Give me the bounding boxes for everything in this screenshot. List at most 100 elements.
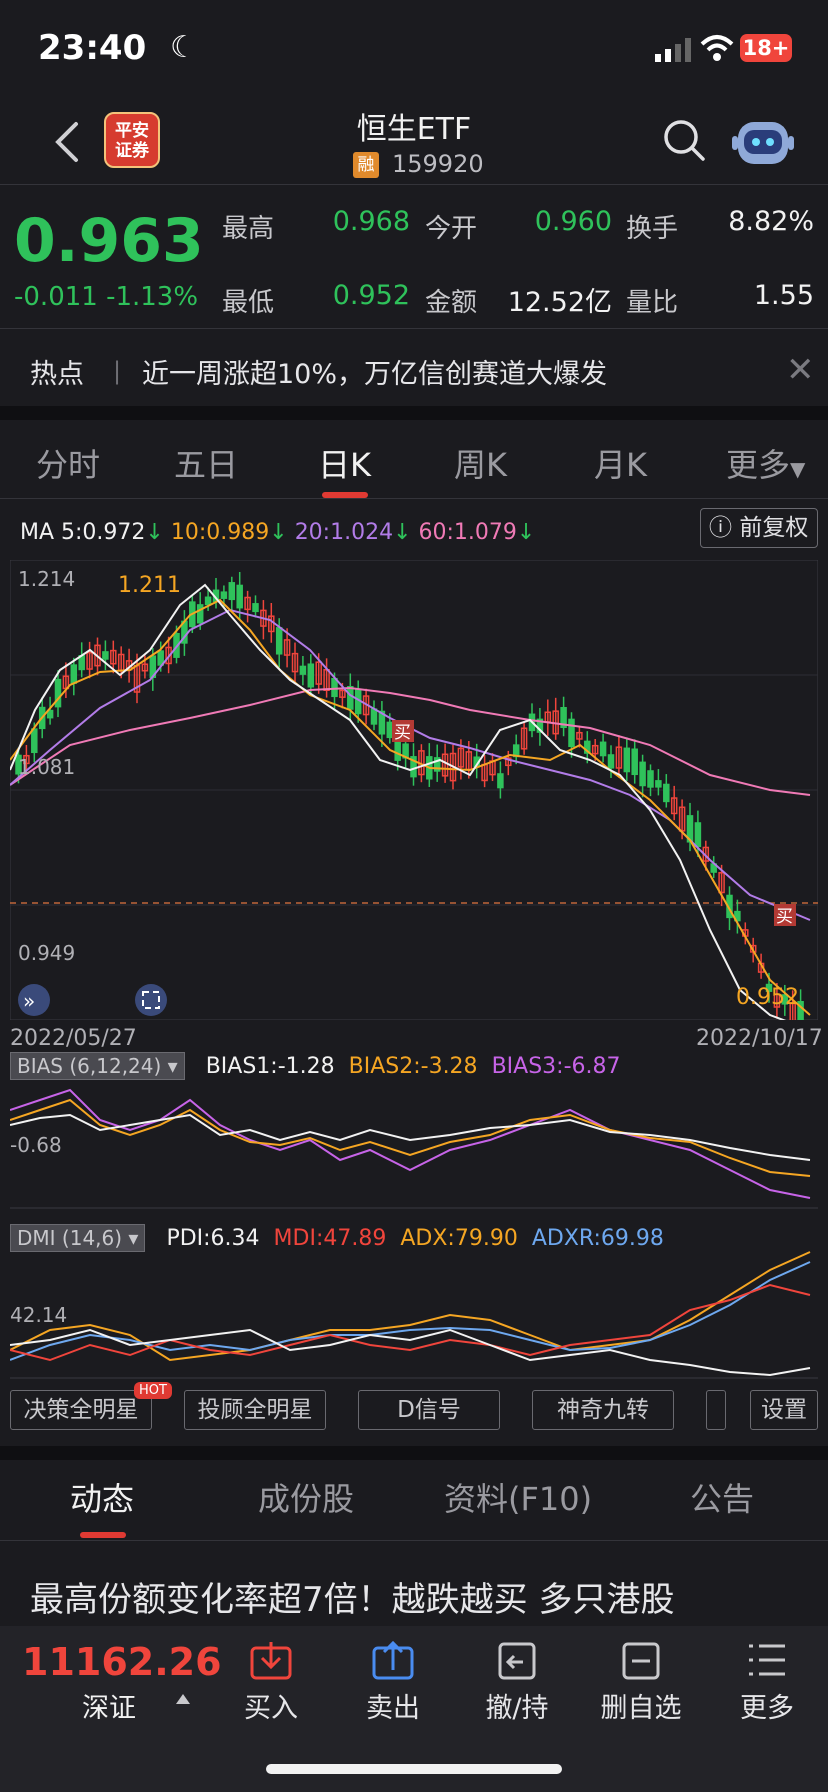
- tool-magic-nine[interactable]: 神奇九转: [532, 1390, 674, 1430]
- candle-body: [647, 770, 654, 788]
- home-indicator[interactable]: [266, 1764, 562, 1774]
- ma20-value: 20:1.024: [294, 520, 394, 545]
- candle-body: [607, 754, 615, 769]
- candle-body: [331, 677, 338, 698]
- section-gap: [0, 406, 828, 420]
- tab-active-indicator: [322, 492, 368, 498]
- remove-watchlist-label: 删自选: [600, 1693, 682, 1724]
- tab-monthly-k[interactable]: 月K: [594, 446, 647, 484]
- down-arrow-icon: ↓: [269, 520, 288, 545]
- amount-label: 金额: [425, 288, 478, 318]
- ma10-value: 10:0.989: [170, 520, 270, 545]
- adx-line: [10, 1251, 811, 1362]
- adjust-toggle[interactable]: ⓘ 前复权: [700, 508, 818, 548]
- candle-body: [734, 910, 741, 922]
- candle-body: [236, 584, 243, 609]
- dmi-selector[interactable]: DMI (14,6) ▾: [10, 1224, 146, 1252]
- tab-daily-k[interactable]: 日K: [318, 446, 371, 484]
- price-change: -0.011 -1.13%: [14, 282, 199, 312]
- tab-five-day[interactable]: 五日: [174, 446, 239, 484]
- candle-body: [765, 983, 773, 992]
- tab-announcements[interactable]: 公告: [690, 1480, 755, 1518]
- candle-body: [536, 718, 544, 733]
- page-title: 恒生ETF: [356, 112, 472, 147]
- back-icon[interactable]: [48, 118, 88, 166]
- search-icon[interactable]: [662, 118, 706, 162]
- mdi-value: MDI:47.89: [273, 1226, 387, 1251]
- news-headline[interactable]: 最高份额变化率超7倍！越跌越买 多只港股: [30, 1580, 675, 1620]
- current-price: 0.963: [14, 206, 204, 276]
- candle-body: [457, 747, 465, 768]
- candle-body: [773, 993, 781, 1008]
- robot-assistant-icon[interactable]: [732, 112, 794, 170]
- pdi-line: [10, 1328, 811, 1377]
- tool-decision-star[interactable]: 决策全明星: [10, 1390, 152, 1430]
- candle-body: [576, 731, 583, 740]
- tab-more[interactable]: 更多▼: [726, 440, 805, 486]
- caret-up-icon[interactable]: [176, 1694, 190, 1704]
- kline-chart[interactable]: 1.214 1.081 0.949 1.211 0.952 买 买 »: [10, 560, 818, 1020]
- hot-news-link[interactable]: 近一周涨超10%，万亿信创赛道大爆发: [142, 359, 608, 390]
- status-time: 23:40: [38, 28, 147, 68]
- wifi-icon: [700, 35, 734, 61]
- tool-d-signal[interactable]: D信号: [358, 1390, 500, 1430]
- caret-down-icon: ▼: [790, 457, 806, 481]
- expand-icon[interactable]: »: [18, 984, 50, 1016]
- remove-watchlist-button[interactable]: 删自选: [596, 1640, 686, 1725]
- adx-value: ADX:79.90: [400, 1226, 518, 1251]
- dmi-axis-label: 42.14: [10, 1303, 67, 1327]
- candle-body: [789, 1002, 796, 1020]
- tab-weekly-k[interactable]: 周K: [454, 446, 507, 484]
- y-label-bottom: 0.949: [18, 941, 75, 965]
- candle-body: [497, 773, 504, 789]
- cancel-icon: [498, 1642, 536, 1680]
- divider: [0, 1540, 828, 1541]
- cancel-hold-button[interactable]: 撤/持: [472, 1640, 562, 1725]
- ma-legend: MA 5:0.972↓ 10:0.989↓ 20:1.024↓ 60:1.079…: [20, 520, 535, 545]
- index-value[interactable]: 11162.26: [22, 1640, 222, 1684]
- tool-advisor-star[interactable]: 投顾全明星: [184, 1390, 326, 1430]
- bias-selector[interactable]: BIAS (6,12,24) ▾: [10, 1052, 185, 1080]
- candle-body: [655, 780, 662, 788]
- candle-body: [196, 604, 204, 624]
- y-label-top: 1.214: [18, 567, 75, 591]
- candle-body: [94, 644, 101, 667]
- ma5-line: [10, 583, 787, 1020]
- sell-button[interactable]: 卖出: [348, 1640, 438, 1725]
- more-button[interactable]: 更多: [722, 1640, 812, 1725]
- tab-profile[interactable]: 资料(F10): [444, 1480, 593, 1518]
- ma60-line: [10, 686, 811, 796]
- bias3-line: [10, 1088, 811, 1199]
- buy-button[interactable]: 买入: [226, 1640, 316, 1725]
- bias-axis-label: -0.68: [10, 1133, 62, 1157]
- buy-mark: [774, 904, 796, 926]
- moon-icon: ☾: [170, 30, 197, 65]
- tool-settings[interactable]: 设置: [750, 1390, 818, 1430]
- tab-news[interactable]: 动态: [70, 1480, 135, 1518]
- min-price-label: 0.952: [736, 985, 799, 1010]
- info-icon: ⓘ: [709, 515, 732, 541]
- fullscreen-icon[interactable]: [135, 984, 167, 1016]
- amount-value: 12.52亿: [507, 287, 612, 318]
- tool-partial[interactable]: [706, 1390, 726, 1430]
- hot-badge: HOT: [134, 1382, 172, 1399]
- hot-label: 热点: [30, 359, 84, 390]
- index-name[interactable]: 深证: [82, 1693, 136, 1724]
- bias2-line: [10, 1098, 811, 1177]
- close-icon[interactable]: ✕: [786, 350, 815, 390]
- buy-mark-label: 买: [394, 723, 411, 743]
- candle-body: [315, 661, 322, 685]
- adxr-value: ADXR:69.98: [531, 1226, 664, 1251]
- sell-label: 卖出: [366, 1693, 420, 1724]
- candle-body: [631, 748, 638, 776]
- max-price-label: 1.211: [118, 573, 181, 598]
- candle-body: [694, 822, 702, 848]
- candle-body: [86, 651, 93, 670]
- candle-body: [275, 627, 283, 655]
- tab-intraday[interactable]: 分时: [36, 446, 101, 484]
- menu-icon: [749, 1644, 785, 1676]
- adjust-label: 前复权: [739, 515, 809, 541]
- candle-body: [252, 603, 259, 613]
- tab-components[interactable]: 成份股: [258, 1480, 355, 1518]
- candle-body: [165, 646, 172, 665]
